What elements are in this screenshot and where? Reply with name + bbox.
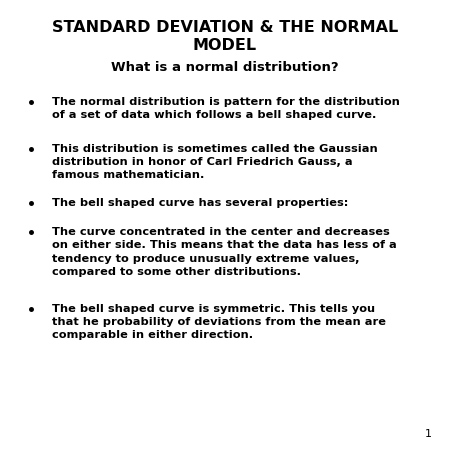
Text: The curve concentrated in the center and decreases
on either side. This means th: The curve concentrated in the center and…	[52, 227, 396, 277]
Text: •: •	[27, 304, 36, 318]
Text: STANDARD DEVIATION & THE NORMAL
MODEL: STANDARD DEVIATION & THE NORMAL MODEL	[52, 20, 398, 53]
Text: •: •	[27, 144, 36, 158]
Text: This distribution is sometimes called the Gaussian
distribution in honor of Carl: This distribution is sometimes called th…	[52, 144, 378, 180]
Text: •: •	[27, 227, 36, 241]
Text: The normal distribution is pattern for the distribution
of a set of data which f: The normal distribution is pattern for t…	[52, 97, 400, 120]
Text: •: •	[27, 198, 36, 212]
Text: 1: 1	[425, 429, 432, 439]
Text: The bell shaped curve has several properties:: The bell shaped curve has several proper…	[52, 198, 348, 208]
Text: The bell shaped curve is symmetric. This tells you
that he probability of deviat: The bell shaped curve is symmetric. This…	[52, 304, 386, 340]
Text: What is a normal distribution?: What is a normal distribution?	[111, 61, 339, 74]
Text: •: •	[27, 97, 36, 111]
